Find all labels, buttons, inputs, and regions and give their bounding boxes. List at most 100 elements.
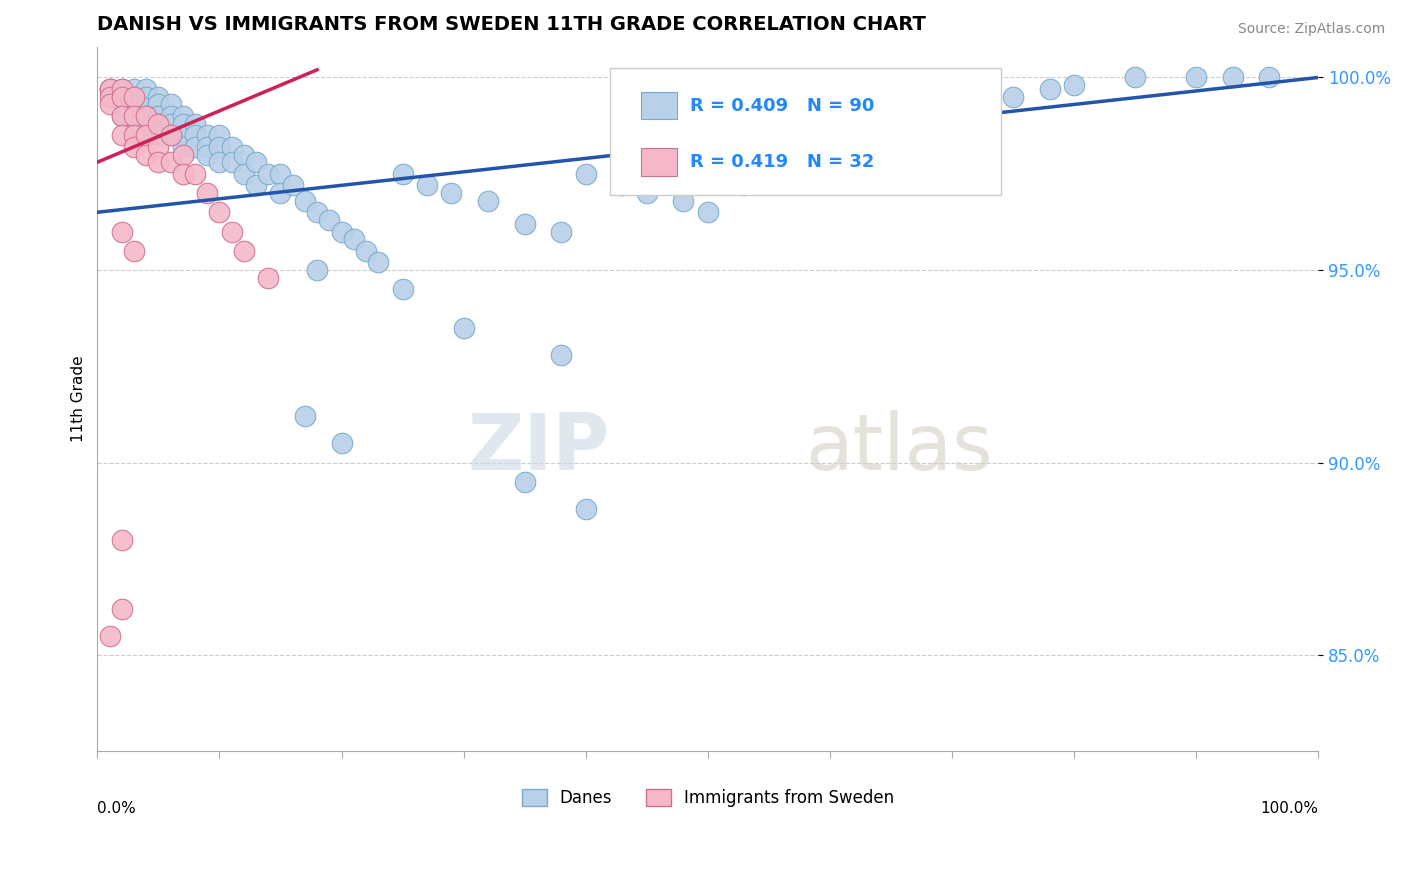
Point (917, 117, 939, 131)
Point (307, 205, 329, 219)
Point (135, 89, 157, 103)
Point (159, 155, 181, 169)
Point (122, 117, 145, 131)
Y-axis label: 11th Grade: 11th Grade (72, 356, 86, 442)
Point (818, 147, 841, 161)
Point (1039, 82, 1062, 96)
Point (172, 140, 194, 154)
Point (111, 109, 134, 123)
Point (184, 140, 207, 154)
Point (221, 155, 243, 169)
Point (477, 194, 499, 208)
Point (245, 178, 267, 193)
Point (1258, 70, 1281, 85)
Point (122, 128, 145, 143)
Point (148, 155, 170, 169)
Point (195, 186, 218, 200)
Point (135, 109, 157, 123)
Point (208, 205, 231, 219)
Point (453, 321, 475, 335)
Point (513, 475, 536, 489)
Point (440, 186, 463, 200)
Point (1123, 70, 1146, 85)
Point (269, 186, 291, 200)
Point (148, 117, 170, 131)
Text: 0.0%: 0.0% (97, 801, 136, 816)
Point (307, 263, 329, 277)
Point (135, 101, 157, 115)
Point (733, 178, 755, 193)
Text: 100.0%: 100.0% (1260, 801, 1319, 816)
Point (195, 147, 218, 161)
Point (122, 109, 145, 123)
Point (122, 244, 145, 258)
Point (98, 97, 121, 112)
Text: R = 0.409   N = 90: R = 0.409 N = 90 (689, 96, 875, 114)
Point (111, 82, 134, 96)
Point (111, 82, 134, 96)
Point (172, 117, 194, 131)
Point (575, 167, 598, 181)
Point (330, 436, 353, 450)
Point (135, 117, 157, 131)
Point (98, 629, 121, 643)
Point (159, 109, 181, 123)
Point (257, 167, 280, 181)
Point (122, 89, 145, 103)
Point (98, 82, 121, 96)
Point (148, 140, 170, 154)
Point (148, 117, 170, 131)
Point (148, 128, 170, 143)
Point (696, 205, 718, 219)
Point (941, 109, 963, 123)
Point (208, 128, 231, 143)
Point (221, 225, 243, 239)
Bar (641, 92, 678, 120)
Point (550, 348, 572, 362)
Point (1185, 70, 1208, 85)
Point (612, 178, 634, 193)
Point (111, 89, 134, 103)
Point (111, 602, 134, 616)
Point (855, 140, 877, 154)
Point (159, 117, 181, 131)
Point (98, 89, 121, 103)
Point (111, 109, 134, 123)
Point (575, 501, 598, 516)
Point (148, 109, 170, 123)
Point (184, 128, 207, 143)
Point (294, 409, 316, 424)
Point (232, 147, 254, 161)
Point (1063, 78, 1085, 92)
Point (354, 244, 377, 258)
Point (672, 194, 695, 208)
Bar (641, 148, 678, 176)
Text: Source: ZipAtlas.com: Source: ZipAtlas.com (1237, 22, 1385, 37)
Point (269, 167, 291, 181)
Point (148, 97, 170, 112)
Point (148, 89, 170, 103)
Text: DANISH VS IMMIGRANTS FROM SWEDEN 11TH GRADE CORRELATION CHART: DANISH VS IMMIGRANTS FROM SWEDEN 11TH GR… (97, 15, 927, 34)
Point (513, 217, 536, 231)
Point (550, 225, 572, 239)
Point (159, 128, 181, 143)
Point (122, 97, 145, 112)
Point (636, 186, 658, 200)
Point (98, 82, 121, 96)
Point (330, 225, 353, 239)
Point (122, 109, 145, 123)
Point (1222, 70, 1244, 85)
Text: R = 0.419   N = 32: R = 0.419 N = 32 (689, 153, 875, 171)
Point (135, 147, 157, 161)
Point (159, 97, 181, 112)
Point (111, 225, 134, 239)
Point (122, 82, 145, 96)
Point (195, 140, 218, 154)
Point (184, 167, 207, 181)
Point (135, 82, 157, 96)
Point (172, 147, 194, 161)
Point (172, 167, 194, 181)
Point (245, 155, 267, 169)
Point (318, 213, 340, 227)
Point (416, 178, 439, 193)
